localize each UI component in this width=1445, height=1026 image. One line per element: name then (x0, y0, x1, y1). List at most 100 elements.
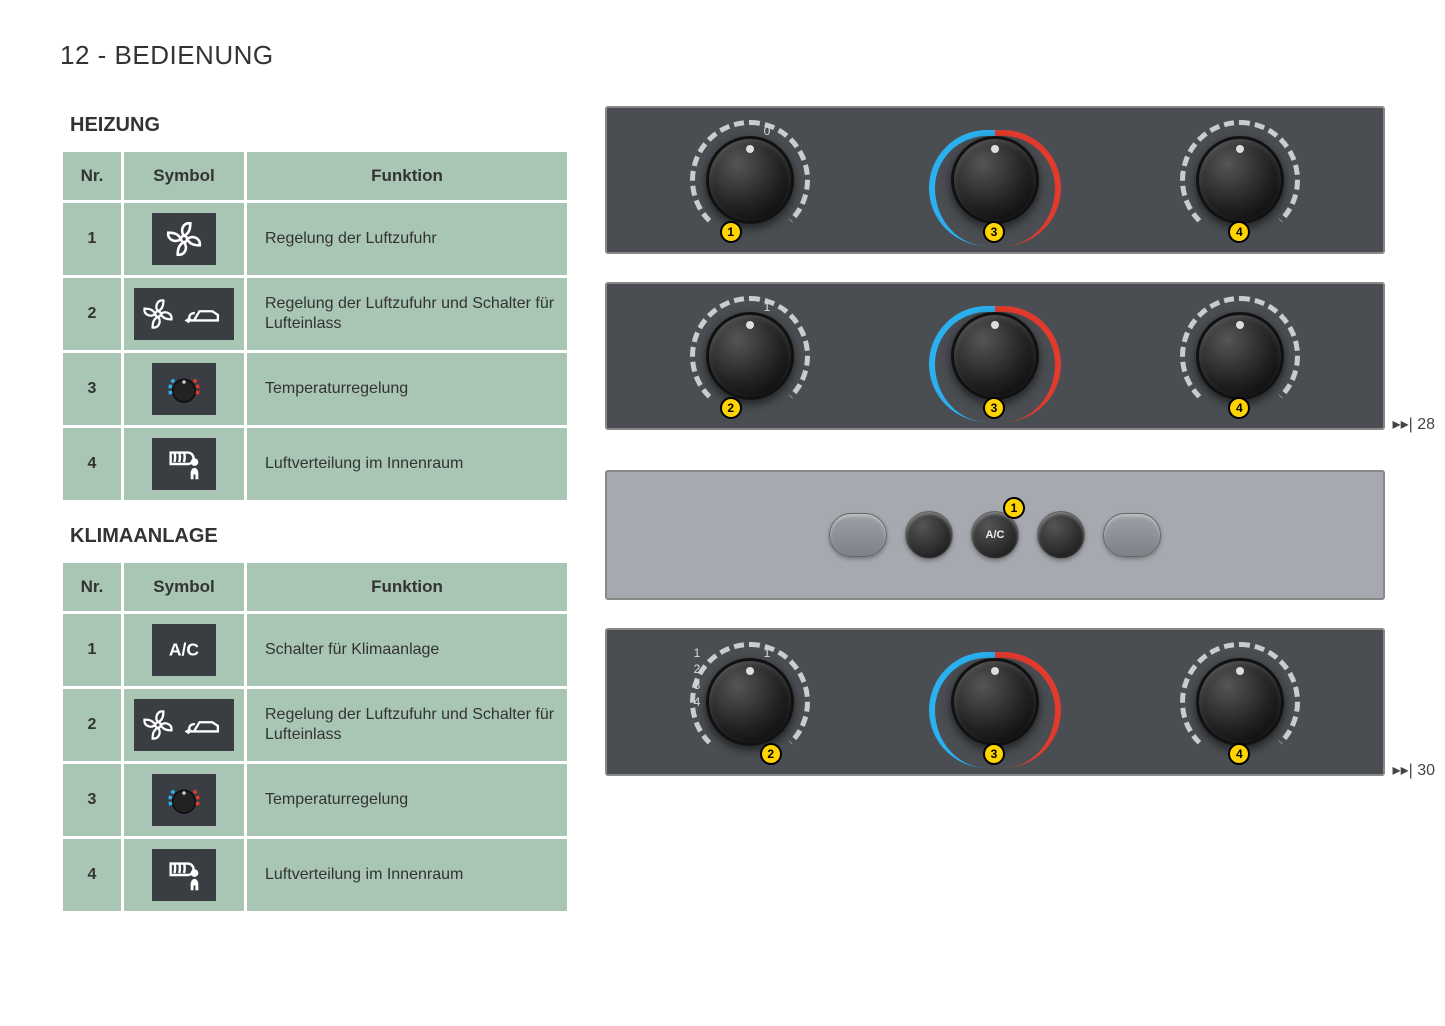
temp-knob: 3 (915, 291, 1075, 421)
heating '-panel-1: 0 1 2 3 4 1 3 4 (605, 106, 1385, 254)
temp-knob: 3 (915, 115, 1075, 245)
cell-symbol (124, 353, 244, 425)
cell-fn: Regelung der Luftzufuhr und Schalter für… (247, 278, 567, 350)
page-header: 12 - BEDIENUNG (60, 40, 1385, 71)
cell-nr: 1 (63, 203, 121, 275)
heizung-table: Nr. Symbol Funktion 1 Regelung der Luftz… (60, 149, 570, 503)
col-funktion: Funktion (247, 563, 567, 611)
cell-symbol (124, 428, 244, 500)
cell-nr: 2 (63, 689, 121, 761)
airflow-knob: 4 (1160, 637, 1320, 767)
scale-tick: 1 (764, 645, 771, 661)
cell-nr: 4 (63, 428, 121, 500)
cell-fn: Schalter für Klimaanlage (247, 614, 567, 686)
heizung-title: HEIZUNG (60, 114, 570, 137)
ac-icon: A/C (152, 624, 216, 676)
pageref-num: 28 (1417, 416, 1435, 433)
page-ref: ▸▸| 28 (1393, 414, 1435, 434)
table-row: 1 A/C Schalter für Klimaanlage (63, 614, 567, 686)
fan-recirc-icon (134, 288, 234, 340)
temp-dial-icon (152, 774, 216, 826)
page-number: 12 (60, 40, 90, 70)
klima-panel: 1 2 3 4 1 2 3 4 2 3 4 (605, 628, 1385, 776)
badge: 2 (720, 397, 742, 419)
cell-fn: Temperaturregelung (247, 764, 567, 836)
console-button (1037, 511, 1085, 559)
scale-left: 1 2 3 4 (694, 645, 701, 710)
col-symbol: Symbol (124, 152, 244, 200)
cell-nr: 3 (63, 764, 121, 836)
console-button (1103, 513, 1161, 557)
right-column: 0 1 2 3 4 1 3 4 (605, 106, 1385, 914)
table-row: 2 Regelung der Luftzufuhr und Schalter f… (63, 689, 567, 761)
defrost-person-icon (152, 438, 216, 490)
scale-tick: 2 (694, 661, 701, 677)
scale-tick: 3 (694, 677, 701, 693)
badge: 4 (1228, 743, 1250, 765)
page-title: BEDIENUNG (115, 40, 274, 70)
cell-symbol (124, 764, 244, 836)
scale-tick: 0 (764, 123, 771, 139)
temp-dial-icon (152, 363, 216, 415)
col-nr: Nr. (63, 152, 121, 200)
badge: 2 (760, 743, 782, 765)
col-funktion: Funktion (247, 152, 567, 200)
fan-recirc-knob: 1 2 3 4 2 (670, 291, 830, 421)
cell-symbol (124, 839, 244, 911)
temp-knob: 3 (915, 637, 1075, 767)
cell-fn: Regelung der Luftzufuhr und Schalter für… (247, 689, 567, 761)
pageref-icon: ▸▸| (1393, 416, 1418, 433)
klima-title: KLIMAANLAGE (60, 525, 570, 548)
console-button (905, 511, 953, 559)
badge: 4 (1228, 397, 1250, 419)
badge: 4 (1228, 221, 1250, 243)
cell-fn: Regelung der Luftzufuhr (247, 203, 567, 275)
table-row: 3 Temperaturregelung (63, 353, 567, 425)
airflow-knob: 4 (1160, 115, 1320, 245)
page-ref: ▸▸| 30 (1393, 760, 1435, 780)
table-row: 2 Regelung der Luftzufuhr und Schalter f… (63, 278, 567, 350)
cell-nr: 3 (63, 353, 121, 425)
scale-tick: 1 (694, 645, 701, 661)
table-row: 4 Luftverteilung im Innenraum (63, 839, 567, 911)
fan-speed-knob: 0 1 2 3 4 1 (670, 115, 830, 245)
svg-text:A/C: A/C (169, 639, 200, 659)
fan-recirc-knob: 1 2 3 4 1 2 3 4 2 (670, 637, 830, 767)
col-nr: Nr. (63, 563, 121, 611)
cell-fn: Temperaturregelung (247, 353, 567, 425)
scale-tick: 1 (764, 299, 771, 315)
scale-tick: 4 (694, 694, 701, 710)
pageref-icon: ▸▸| (1393, 762, 1418, 779)
cell-fn: Luftverteilung im Innenraum (247, 428, 567, 500)
cell-nr: 2 (63, 278, 121, 350)
table-row: 1 Regelung der Luftzufuhr (63, 203, 567, 275)
table-row: 4 Luftverteilung im Innenraum (63, 428, 567, 500)
col-symbol: Symbol (124, 563, 244, 611)
cell-fn: Luftverteilung im Innenraum (247, 839, 567, 911)
cell-symbol (124, 203, 244, 275)
fan-recirc-icon (134, 699, 234, 751)
page-sep: - (90, 40, 115, 70)
badge: 1 (720, 221, 742, 243)
badge: 3 (983, 221, 1005, 243)
heating-panel-2: 1 2 3 4 2 3 4 (605, 282, 1385, 430)
cell-nr: 1 (63, 614, 121, 686)
left-column: HEIZUNG Nr. Symbol Funktion 1 Regelung d… (60, 106, 570, 914)
klima-table: Nr. Symbol Funktion 1 A/C Schalter für K… (60, 560, 570, 914)
cell-symbol (124, 278, 244, 350)
table-header-row: Nr. Symbol Funktion (63, 152, 567, 200)
console-button (829, 513, 887, 557)
cell-nr: 4 (63, 839, 121, 911)
console-panel: 1 (605, 470, 1385, 600)
badge: 3 (983, 397, 1005, 419)
badge: 3 (983, 743, 1005, 765)
pageref-num: 30 (1417, 762, 1435, 779)
airflow-knob: 4 (1160, 291, 1320, 421)
fan-icon (152, 213, 216, 265)
table-row: 3 Temperaturregelung (63, 764, 567, 836)
badge: 1 (1003, 497, 1025, 519)
cell-symbol (124, 689, 244, 761)
table-header-row: Nr. Symbol Funktion (63, 563, 567, 611)
defrost-person-icon (152, 849, 216, 901)
cell-symbol: A/C (124, 614, 244, 686)
